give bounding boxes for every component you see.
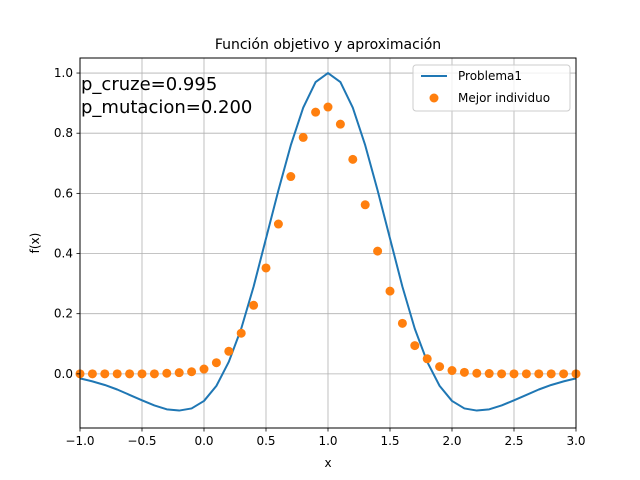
data-point-mejor-individuo	[298, 132, 308, 142]
data-point-mejor-individuo	[385, 286, 395, 296]
x-tick-label: 0.5	[256, 434, 275, 448]
legend-frame	[412, 64, 571, 112]
annotation-p-mutacion: p_mutacion=0.200	[81, 97, 252, 118]
data-point-mejor-individuo	[410, 341, 420, 351]
data-point-mejor-individuo	[509, 369, 519, 379]
x-tick-label: 1.0	[318, 434, 337, 448]
data-point-mejor-individuo	[311, 107, 321, 117]
plot-area	[75, 57, 581, 429]
data-point-mejor-individuo	[521, 369, 531, 379]
y-tick-label: 0.6	[54, 186, 73, 200]
data-point-mejor-individuo	[559, 369, 569, 379]
data-point-mejor-individuo	[87, 369, 97, 379]
data-point-mejor-individuo	[211, 358, 221, 368]
y-tick-label: 0.2	[54, 307, 73, 321]
data-point-mejor-individuo	[497, 369, 507, 379]
data-point-mejor-individuo	[125, 369, 135, 379]
legend-marker-swatch	[429, 93, 439, 103]
data-point-mejor-individuo	[149, 369, 159, 379]
data-point-mejor-individuo	[286, 172, 296, 182]
data-point-mejor-individuo	[174, 368, 184, 378]
legend-label-problema1: Problema1	[458, 69, 522, 83]
data-point-mejor-individuo	[249, 300, 259, 310]
x-tick-label: 2.5	[504, 434, 523, 448]
data-point-mejor-individuo	[534, 369, 544, 379]
y-axis: 0.0 0.2 0.4 0.6 0.8 1.0	[54, 66, 80, 381]
data-point-mejor-individuo	[459, 367, 469, 377]
data-point-mejor-individuo	[435, 362, 445, 372]
data-point-mejor-individuo	[348, 154, 358, 164]
data-point-mejor-individuo	[224, 346, 234, 356]
chart-title: Función objetivo y aproximación	[215, 37, 441, 53]
x-tick-label: −0.5	[127, 434, 156, 448]
legend-label-mejor-individuo: Mejor individuo	[458, 91, 550, 105]
y-axis-label: f(x)	[28, 233, 42, 254]
data-point-mejor-individuo	[335, 119, 345, 129]
data-point-mejor-individuo	[397, 318, 407, 328]
series-line-problema1	[79, 72, 577, 412]
data-point-mejor-individuo	[236, 328, 246, 338]
data-point-mejor-individuo	[472, 368, 482, 378]
legend: Problema1 Mejor individuo	[412, 64, 571, 112]
x-tick-label: −1.0	[65, 434, 94, 448]
data-point-mejor-individuo	[187, 367, 197, 377]
data-point-mejor-individuo	[447, 366, 457, 376]
x-axis-label: x	[324, 456, 331, 470]
x-tick-label: 2.0	[442, 434, 461, 448]
data-point-mejor-individuo	[162, 368, 172, 378]
x-tick-label: 1.5	[380, 434, 399, 448]
series-layer	[75, 72, 581, 412]
x-tick-label: 3.0	[566, 434, 585, 448]
data-point-mejor-individuo	[261, 263, 271, 273]
data-point-mejor-individuo	[273, 219, 283, 229]
data-point-mejor-individuo	[323, 102, 333, 112]
data-point-mejor-individuo	[546, 369, 556, 379]
data-point-mejor-individuo	[360, 200, 370, 210]
data-point-mejor-individuo	[112, 369, 122, 379]
data-point-mejor-individuo	[373, 246, 383, 256]
annotation-p-cruze: p_cruze=0.995	[81, 74, 217, 95]
data-point-mejor-individuo	[484, 369, 494, 379]
y-tick-label: 0.8	[54, 126, 73, 140]
x-axis: −1.0 −0.5 0.0 0.5 1.0 1.5 2.0 2.5 3.0	[65, 428, 586, 448]
data-point-mejor-individuo	[422, 354, 432, 364]
data-point-mejor-individuo	[199, 364, 209, 374]
data-point-mejor-individuo	[100, 369, 110, 379]
y-tick-label: 0.4	[54, 247, 73, 261]
y-tick-label: 1.0	[54, 66, 73, 80]
data-point-mejor-individuo	[137, 369, 147, 379]
y-tick-label: 0.0	[54, 367, 73, 381]
x-tick-label: 0.0	[194, 434, 213, 448]
